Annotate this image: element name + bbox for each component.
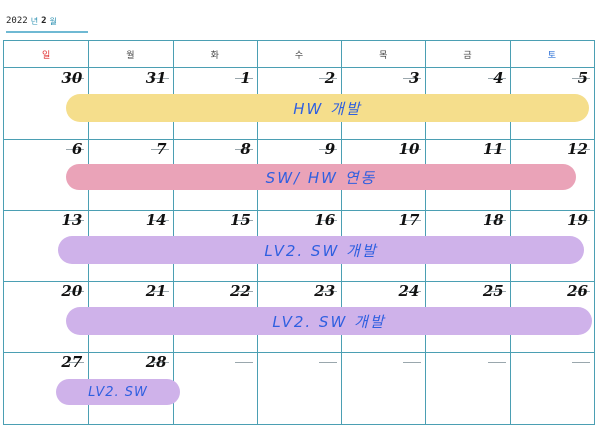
day-cell-tick bbox=[572, 220, 590, 221]
day-cell-tick bbox=[572, 78, 590, 79]
day-cell-tick bbox=[403, 149, 422, 150]
day-cell-tick bbox=[319, 362, 338, 363]
day-cell-tick bbox=[572, 149, 590, 150]
day-number: 21 bbox=[145, 282, 167, 300]
day-number: 5 bbox=[577, 69, 588, 87]
weekday-header-4: 목 bbox=[379, 50, 388, 61]
day-number: 27 bbox=[61, 353, 83, 371]
column-divider bbox=[256, 41, 258, 424]
day-number: 4 bbox=[493, 69, 504, 87]
day-cell-tick bbox=[234, 362, 253, 363]
day-cell-tick bbox=[403, 220, 422, 221]
day-cell-tick bbox=[150, 78, 169, 79]
column-divider bbox=[425, 41, 427, 424]
month-label: 2 bbox=[41, 16, 47, 26]
weekday-header-2: 화 bbox=[210, 50, 219, 61]
day-cell-tick bbox=[487, 220, 506, 221]
day-cell-tick bbox=[150, 149, 169, 150]
column-divider bbox=[88, 41, 90, 424]
day-cell-tick bbox=[403, 78, 422, 79]
day-number: 11 bbox=[482, 140, 504, 158]
day-number: 9 bbox=[324, 140, 336, 158]
day-cell-tick bbox=[487, 149, 506, 150]
day-number: 10 bbox=[398, 140, 420, 158]
weekday-header-6: 토 bbox=[547, 50, 556, 61]
year-unit-label: 년 bbox=[30, 16, 39, 26]
day-cell-tick bbox=[319, 78, 338, 79]
day-cell-tick bbox=[319, 149, 338, 150]
weekday-header-1: 월 bbox=[126, 50, 135, 61]
row-divider bbox=[4, 210, 594, 211]
day-number: 1 bbox=[240, 69, 251, 87]
day-cell-tick bbox=[66, 220, 85, 221]
day-cell-tick bbox=[66, 291, 85, 292]
day-cell-tick bbox=[403, 362, 422, 363]
day-cell-tick bbox=[487, 78, 506, 79]
day-cell-tick bbox=[487, 362, 506, 363]
column-divider bbox=[341, 41, 343, 424]
day-cell-tick bbox=[234, 291, 253, 292]
day-number: 25 bbox=[482, 282, 504, 300]
column-divider bbox=[509, 41, 511, 424]
day-number: 16 bbox=[314, 211, 336, 229]
day-number: 28 bbox=[145, 353, 167, 371]
day-number: 2 bbox=[324, 69, 336, 87]
day-cell-tick bbox=[319, 291, 338, 292]
day-cell-tick bbox=[234, 149, 253, 150]
day-cell-tick bbox=[66, 78, 85, 79]
row-divider bbox=[4, 281, 594, 282]
event-band[interactable]: LV2. SW 개발 bbox=[58, 236, 584, 264]
day-number: 15 bbox=[229, 211, 251, 229]
day-number: 3 bbox=[408, 69, 420, 87]
calendar-title: 2022 년 2 월 bbox=[6, 13, 57, 29]
day-cell-tick bbox=[234, 78, 253, 79]
column-divider bbox=[172, 41, 174, 424]
title-underline bbox=[6, 31, 88, 33]
day-cell-tick bbox=[319, 220, 338, 221]
event-band[interactable]: LV2. SW bbox=[56, 379, 180, 405]
day-number: 22 bbox=[229, 282, 251, 300]
day-cell-tick bbox=[403, 291, 422, 292]
event-band[interactable]: HW 개발 bbox=[66, 94, 589, 122]
row-divider bbox=[4, 352, 594, 353]
day-cell-tick bbox=[66, 362, 85, 363]
day-number: 18 bbox=[482, 211, 504, 229]
day-number: 26 bbox=[567, 282, 588, 300]
day-number: 31 bbox=[145, 69, 167, 87]
day-number: 7 bbox=[156, 140, 167, 158]
weekday-header-3: 수 bbox=[294, 50, 304, 61]
weekday-header-0: 일 bbox=[42, 50, 51, 61]
day-number: 13 bbox=[61, 211, 83, 229]
day-number: 8 bbox=[240, 140, 251, 158]
weekday-header-5: 금 bbox=[463, 50, 472, 61]
day-number: 17 bbox=[398, 211, 420, 229]
day-cell-tick bbox=[487, 291, 506, 292]
day-cell-tick bbox=[572, 362, 590, 363]
day-number: 23 bbox=[314, 282, 336, 300]
day-cell-tick bbox=[150, 362, 169, 363]
day-cell-tick bbox=[234, 220, 253, 221]
row-divider bbox=[4, 139, 594, 140]
day-number: 24 bbox=[398, 282, 420, 300]
year-label: 2022 bbox=[6, 16, 28, 26]
day-number: 20 bbox=[61, 282, 83, 300]
day-cell-tick bbox=[572, 291, 590, 292]
day-number: 19 bbox=[567, 211, 588, 229]
day-cell-tick bbox=[150, 220, 169, 221]
day-number: 30 bbox=[61, 69, 83, 87]
day-cell-tick bbox=[150, 291, 169, 292]
event-band[interactable]: SW/ HW 연동 bbox=[66, 164, 576, 190]
day-number: 12 bbox=[567, 140, 588, 158]
day-number: 6 bbox=[71, 140, 83, 158]
event-band[interactable]: LV2. SW 개발 bbox=[66, 307, 592, 335]
day-number: 14 bbox=[145, 211, 167, 229]
day-cell-tick bbox=[66, 149, 85, 150]
month-unit-label: 월 bbox=[49, 16, 57, 26]
